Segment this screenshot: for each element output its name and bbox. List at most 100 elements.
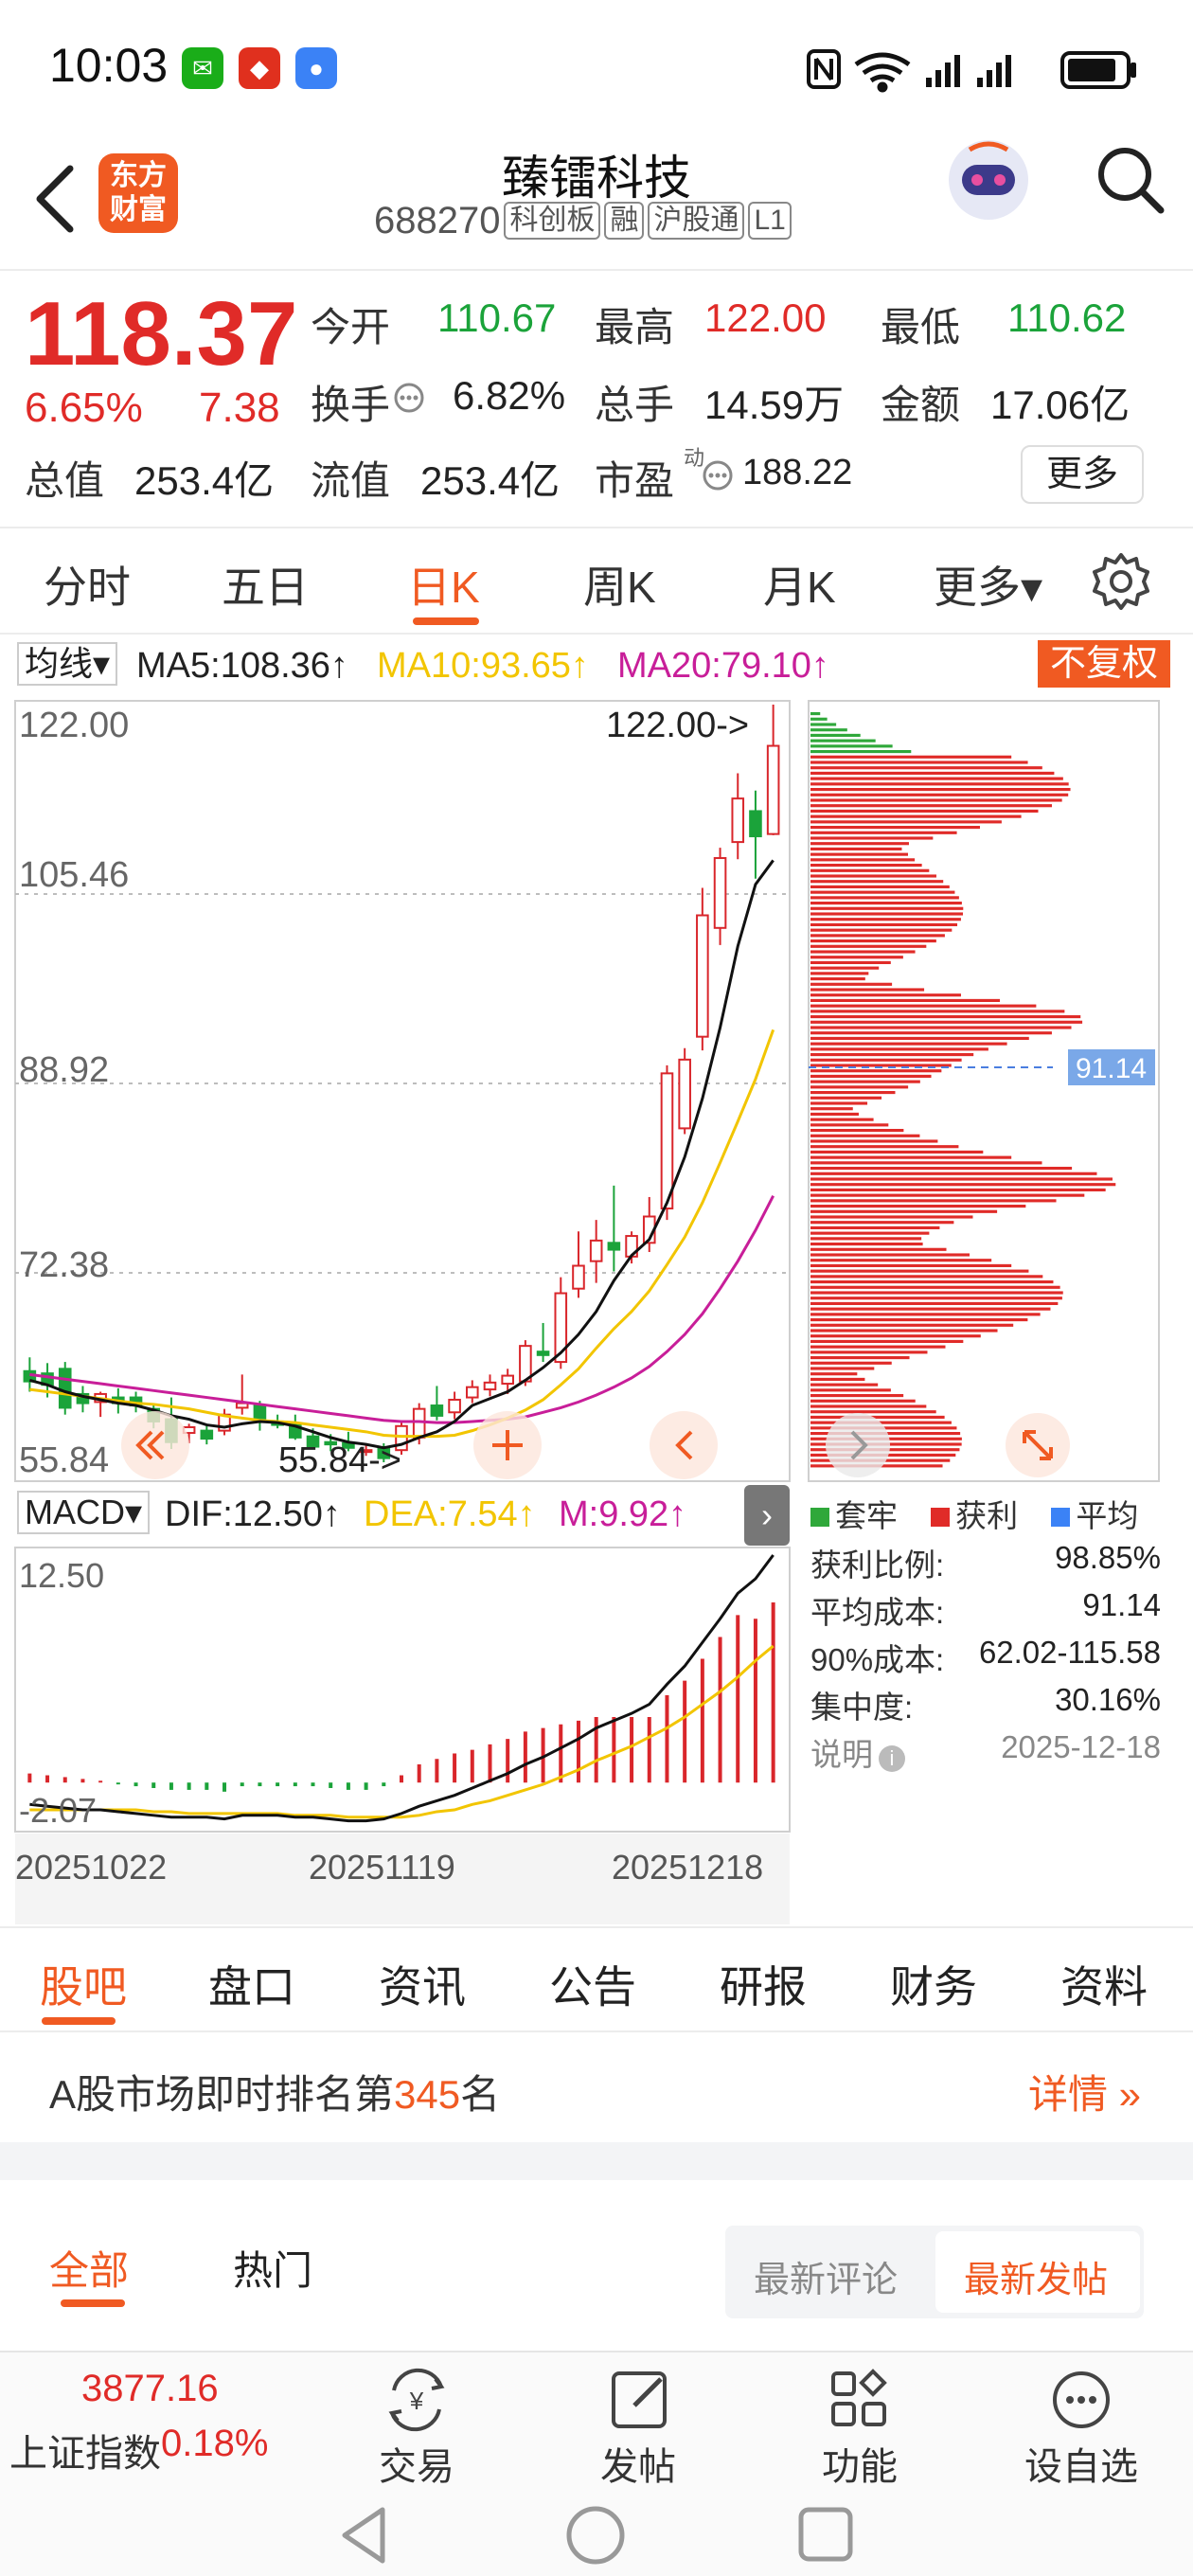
expand-icon[interactable] (1006, 1413, 1070, 1477)
chip-bar (810, 1036, 1029, 1040)
chip-bar (810, 1215, 973, 1219)
nfc-icon (807, 49, 841, 89)
more-quote-button[interactable]: 更多 (1021, 445, 1144, 504)
tab-orderbook[interactable]: 盘口 (208, 1962, 295, 2012)
market-rank-bar[interactable]: A股市场即时排名第345名 详情 » (0, 2034, 1193, 2140)
stock-code: 688270 (374, 199, 501, 242)
kline-chart[interactable]: 122.00 105.46 88.92 72.38 55.84 122.00->… (0, 697, 795, 1483)
chip-bar (810, 852, 909, 856)
scroll-step-button[interactable] (650, 1411, 718, 1479)
chip-bar (810, 1118, 874, 1121)
chip-bar (810, 1263, 1012, 1267)
chip-bar (810, 1199, 1057, 1203)
chip-bar (810, 1285, 1060, 1289)
kline-candles (23, 705, 780, 1462)
ma5-line (28, 859, 775, 1450)
post-tabs: 全部 热门 最新评论 最新发帖 (0, 2180, 1193, 2351)
rank-prefix: A股市场即时排名第 (49, 2072, 395, 2117)
chip-bar (810, 1399, 916, 1403)
index-value[interactable]: 3877.16 (81, 2368, 219, 2409)
tab-daily-k[interactable]: 日K (407, 563, 480, 612)
tab-announcements[interactable]: 公告 (549, 1962, 636, 2012)
chip-note-label[interactable]: 说明 (810, 1737, 873, 1772)
amount-value: 17.06亿 (990, 383, 1131, 427)
tab-all-posts[interactable]: 全部 (49, 2248, 130, 2293)
active-post-tab-indicator (61, 2299, 125, 2307)
rank-detail-label[interactable]: 详情 (1028, 2072, 1109, 2117)
chip-bar (810, 723, 837, 726)
tag-connect: 沪股通 (648, 202, 745, 240)
search-icon[interactable] (1095, 142, 1166, 218)
tab-profile[interactable]: 资料 (1060, 1962, 1148, 2012)
gear-icon[interactable] (1091, 551, 1151, 612)
stock-code-row: 688270 科创板 融 沪股通 L1 (374, 199, 792, 242)
chip-bar (810, 793, 1069, 796)
adjust-button[interactable]: 不复权 (1038, 640, 1170, 688)
add-watchlist-label[interactable]: 设自选 (1024, 2446, 1138, 2488)
tab-more-period[interactable]: 更多▾ (934, 563, 1043, 612)
chip-bar (810, 874, 936, 878)
chip-bar (810, 1388, 891, 1392)
tab-weekly-k[interactable]: 周K (583, 563, 656, 612)
assistant-robot-icon[interactable] (941, 133, 1036, 227)
post-edit-icon[interactable] (602, 2362, 678, 2438)
functions-grid-icon[interactable] (822, 2362, 898, 2438)
profit-ratio-label: 获利比例: (810, 1547, 945, 1583)
volume-value: 14.59万 (704, 383, 845, 427)
rank-detail-link[interactable]: 详情 » (1028, 2063, 1141, 2120)
sort-latest-post[interactable]: 最新发帖 (964, 2261, 1109, 2300)
chip-next-button[interactable] (826, 1413, 890, 1477)
tab-financials[interactable]: 财务 (890, 1962, 977, 2012)
candle-body (536, 1351, 550, 1356)
zoom-in-button[interactable] (473, 1411, 542, 1479)
sort-latest-comment[interactable]: 最新评论 (754, 2261, 899, 2300)
chip-bar (810, 842, 909, 846)
post-label[interactable]: 发帖 (600, 2446, 676, 2488)
tab-intraday[interactable]: 分时 (44, 563, 131, 612)
info-icon[interactable]: i (879, 1745, 905, 1772)
trade-label[interactable]: 交易 (379, 2446, 454, 2488)
ma-indicator-row: 均线▾ MA5:108.36↑ MA10:93.65↑ MA20:79.10↑ … (0, 636, 1193, 695)
stock-header: 东方财富 臻镭科技 688270 科创板 融 沪股通 L1 (0, 133, 1193, 271)
chip-bar (810, 1139, 938, 1143)
chevron-right-icon[interactable]: › (744, 1485, 790, 1546)
more-dots-icon[interactable] (1043, 2362, 1119, 2438)
kline-frame (14, 700, 791, 1482)
chip-bar (810, 1074, 932, 1078)
tab-five-day[interactable]: 五日 (222, 563, 309, 612)
tab-news[interactable]: 资讯 (379, 1962, 466, 2012)
chip-note-row[interactable]: 说明 i 2025-12-18 (810, 1729, 1161, 1775)
chip-bar (810, 1101, 868, 1105)
tab-hot-posts[interactable]: 热门 (233, 2248, 313, 2293)
stock-name: 臻镭科技 (502, 152, 691, 205)
legend-profit-swatch (931, 1508, 951, 1527)
info-circle-icon[interactable] (392, 381, 426, 415)
chip-bar (810, 1064, 952, 1067)
chip-bar (810, 977, 865, 981)
nav-home-icon[interactable] (564, 2504, 627, 2567)
back-icon[interactable] (30, 161, 78, 237)
chip-distribution-chart[interactable]: 91.14 (807, 697, 1163, 1483)
tab-research[interactable]: 研报 (720, 1962, 807, 2012)
scroll-left-button[interactable] (121, 1411, 189, 1479)
tab-forum[interactable]: 股吧 (40, 1962, 127, 2012)
index-change[interactable]: 0.18% (161, 2423, 269, 2464)
indicator-selector[interactable]: MACD▾ (17, 1491, 151, 1534)
macd-chart[interactable]: 12.50 -2.07 20251022 20251119 20251218 (0, 1546, 795, 1924)
tab-monthly-k[interactable]: 月K (763, 563, 836, 612)
info-circle-icon[interactable] (701, 458, 735, 492)
nav-back-icon[interactable] (335, 2504, 392, 2567)
nav-recents-icon[interactable] (795, 2504, 856, 2567)
signal-icon-2 (977, 55, 1011, 87)
date-axis-band (15, 1834, 790, 1924)
index-name[interactable]: 上证指数 (9, 2433, 161, 2475)
functions-label[interactable]: 功能 (822, 2446, 898, 2488)
ma-selector[interactable]: 均线▾ (17, 642, 118, 686)
chip-bar (810, 1259, 992, 1262)
float-cap-value: 253.4亿 (420, 458, 561, 503)
trade-icon[interactable]: ¥ (379, 2362, 454, 2438)
double-chevron-right-icon[interactable]: » (1108, 2072, 1142, 2117)
chip-bar (810, 1318, 1028, 1322)
low-label: 最低 (881, 305, 961, 349)
chip-bar (810, 1107, 853, 1111)
